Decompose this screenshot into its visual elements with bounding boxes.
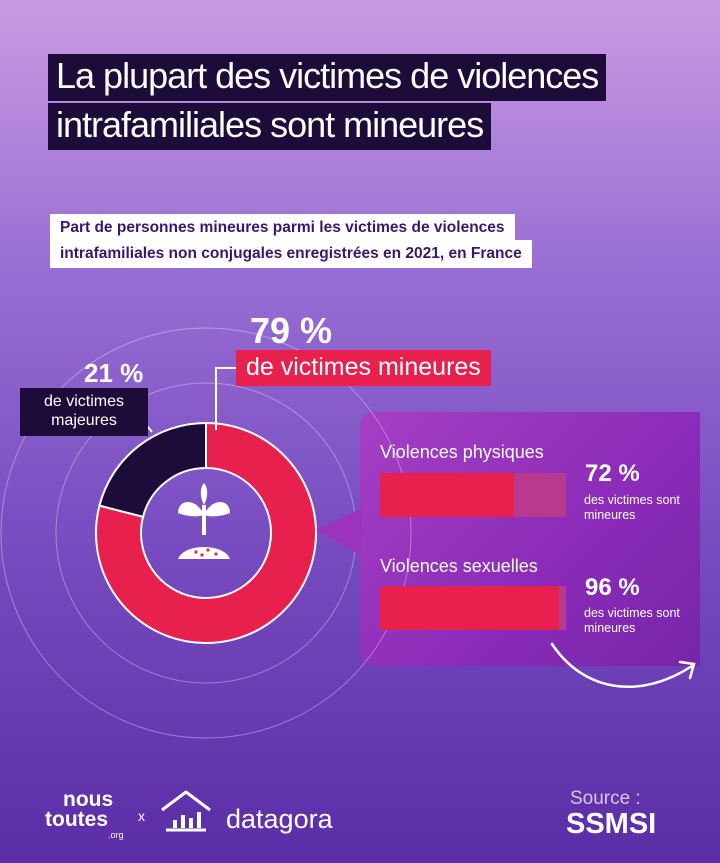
logo-toutes-text: toutes bbox=[45, 808, 108, 831]
source-name: SSMSI bbox=[566, 808, 657, 840]
major-label: de victimes majeures bbox=[20, 388, 148, 436]
logo-separator: x bbox=[138, 808, 145, 824]
bar-track-1 bbox=[380, 473, 566, 517]
datagora-house-icon bbox=[161, 790, 211, 832]
page-title-line-1: La plupart des victimes de violences bbox=[48, 54, 607, 101]
bar-category-2: Violences sexuelles bbox=[380, 556, 538, 576]
source-label: Source : bbox=[570, 788, 641, 809]
decorative-ring-2 bbox=[0, 327, 412, 739]
noustoutes-logo: nous toutes bbox=[45, 788, 114, 831]
bar-fill-2 bbox=[380, 586, 559, 630]
bar-note-1: des victimes sont mineures bbox=[584, 493, 680, 522]
curved-arrow-icon bbox=[550, 642, 696, 688]
minor-connector bbox=[215, 367, 238, 430]
bar-track-2 bbox=[380, 586, 566, 630]
panel-pointer bbox=[316, 508, 362, 556]
logo-nous-text: nous bbox=[63, 788, 114, 811]
major-pct: 21 % bbox=[84, 358, 144, 388]
seedling-icon bbox=[178, 483, 230, 559]
subtitle-line-1: Part de personnes mineures parmi les vic… bbox=[50, 214, 515, 242]
logo-org-text: .org bbox=[108, 830, 124, 840]
bar-fill-1 bbox=[380, 473, 514, 517]
bar-note-2: des victimes sont mineures bbox=[584, 606, 680, 635]
minor-label: de victimes mineures bbox=[236, 350, 491, 386]
bar-value-2: 96 % bbox=[585, 574, 640, 601]
subtitle-line-2: intrafamiliales non conjugales enregistr… bbox=[50, 240, 532, 268]
bar-category-1: Violences physiques bbox=[380, 442, 544, 462]
donut-slice-2 bbox=[98, 421, 207, 519]
minor-pct: 79 % bbox=[250, 310, 333, 351]
donut-slice-1 bbox=[95, 421, 317, 644]
datagora-logo-text: datagora bbox=[226, 804, 333, 834]
page-title-line-2: intrafamiliales sont mineures bbox=[48, 103, 492, 150]
bar-value-1: 72 % bbox=[585, 460, 640, 487]
